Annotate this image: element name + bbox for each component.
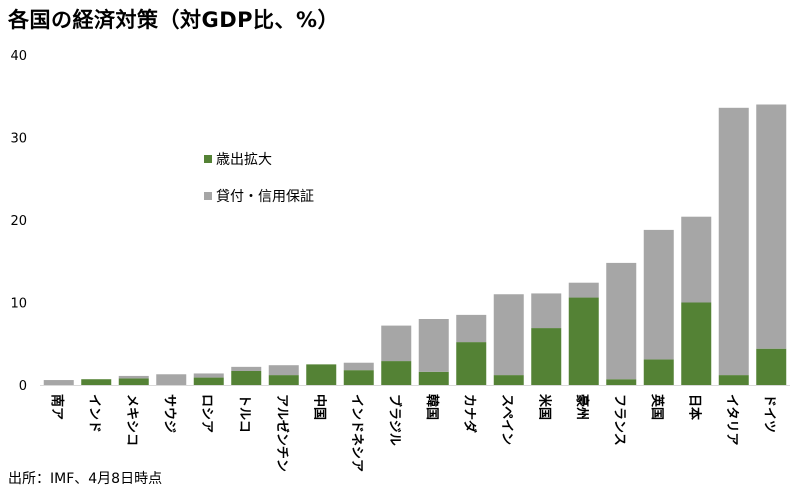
x-tick-label: サウジ — [161, 394, 176, 433]
source-note: 出所：IMF、4月8日時点 — [8, 471, 163, 487]
bar-segment-loans-14 — [568, 282, 599, 298]
x-tick-label: 南ア — [49, 394, 65, 420]
y-axis: 0 10 20 30 40 — [10, 49, 27, 394]
bar-segment-loans-5 — [231, 366, 262, 371]
bar-segment-spending-2 — [118, 378, 149, 385]
x-tick-label: インド — [86, 394, 101, 433]
x-tick-label: 米国 — [536, 394, 552, 420]
bar-segment-spending-17 — [681, 302, 712, 385]
x-tick-label: ロシア — [199, 394, 214, 433]
bar-segment-spending-1 — [81, 379, 112, 385]
legend-swatch — [204, 155, 212, 163]
y-tick-label: 20 — [10, 214, 27, 229]
bar-segment-spending-16 — [643, 359, 674, 385]
x-axis: 南ア インド メキシコ サウジ ロシア トルコ アルゼンチン 中国 インドネシア ブラジル 韓国 カナ… — [40, 385, 790, 472]
bar-segment-loans-11 — [456, 314, 487, 343]
y-tick-label: 0 — [19, 379, 27, 394]
chart-title: 各国の経済対策（対GDP比、%） — [8, 8, 340, 32]
x-tick-label: イタリア — [724, 394, 739, 445]
y-tick-label: 30 — [10, 132, 27, 147]
bar-segment-spending-12 — [493, 375, 524, 385]
x-tick-label: ドイツ — [761, 394, 776, 433]
bar-segment-spending-15 — [606, 379, 637, 385]
bar-group — [43, 104, 787, 385]
bar-segment-spending-10 — [418, 371, 449, 385]
bar-segment-loans-3 — [156, 374, 187, 385]
bar-segment-spending-7 — [306, 364, 337, 385]
x-tick-label: スペイン — [499, 394, 514, 445]
y-tick-label: 40 — [10, 49, 27, 64]
bar-segment-spending-4 — [193, 377, 224, 385]
bar-segment-loans-19 — [756, 104, 787, 349]
bar-segment-spending-9 — [381, 361, 412, 385]
bar-segment-spending-14 — [568, 297, 599, 385]
bar-segment-spending-8 — [343, 370, 374, 385]
legend-swatch — [204, 192, 212, 200]
bar-segment-loans-12 — [493, 294, 524, 376]
bar-segment-spending-19 — [756, 348, 787, 385]
x-tick-label: アルゼンチン — [274, 394, 290, 472]
bar-segment-loans-17 — [681, 216, 712, 303]
bar-segment-loans-6 — [268, 365, 299, 376]
bar-segment-spending-13 — [531, 328, 562, 385]
bar-segment-loans-2 — [118, 375, 149, 379]
bar-segment-loans-4 — [193, 373, 224, 378]
y-tick-label: 10 — [10, 297, 27, 312]
bar-segment-spending-5 — [231, 370, 262, 385]
x-tick-label: 英国 — [649, 393, 665, 420]
bar-segment-loans-16 — [643, 229, 674, 360]
legend-label: 歳出拡大 — [216, 152, 272, 168]
bar-segment-loans-0 — [43, 380, 74, 385]
bar-segment-loans-18 — [718, 107, 749, 376]
bar-segment-loans-9 — [381, 325, 412, 362]
bar-segment-loans-15 — [606, 262, 637, 380]
legend-label: 貸付・信用保証 — [216, 189, 314, 205]
x-tick-label: フランス — [611, 394, 626, 446]
x-tick-label: インドネシア — [349, 394, 364, 472]
x-tick-label: 中国 — [311, 394, 327, 420]
bar-segment-loans-10 — [418, 319, 449, 372]
x-tick-label: 日本 — [686, 394, 702, 420]
x-tick-label: ブラジル — [386, 394, 402, 446]
bar-segment-spending-11 — [456, 342, 487, 385]
x-tick-label: 韓国 — [424, 394, 440, 420]
bar-segment-spending-6 — [268, 375, 299, 385]
bar-segment-loans-13 — [531, 293, 562, 329]
x-tick-label: メキシコ — [124, 394, 139, 446]
x-tick-label: 豪州 — [574, 394, 590, 420]
bar-segment-loans-8 — [343, 362, 374, 371]
x-tick-label: カナダ — [461, 394, 477, 433]
x-tick-label: トルコ — [236, 394, 251, 433]
bar-segment-spending-18 — [718, 375, 749, 385]
